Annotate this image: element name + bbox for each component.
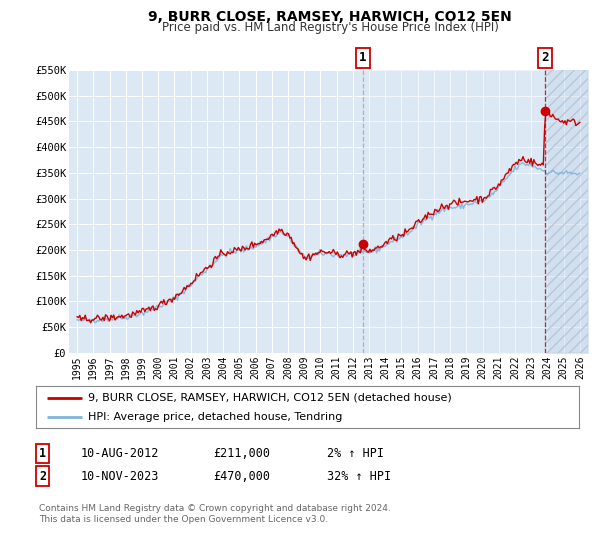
Text: £211,000: £211,000 bbox=[213, 447, 270, 460]
Text: 9, BURR CLOSE, RAMSEY, HARWICH, CO12 5EN (detached house): 9, BURR CLOSE, RAMSEY, HARWICH, CO12 5EN… bbox=[88, 393, 451, 403]
Text: 10-AUG-2012: 10-AUG-2012 bbox=[81, 447, 160, 460]
Text: 32% ↑ HPI: 32% ↑ HPI bbox=[327, 469, 391, 483]
Text: 9, BURR CLOSE, RAMSEY, HARWICH, CO12 5EN: 9, BURR CLOSE, RAMSEY, HARWICH, CO12 5EN bbox=[148, 10, 512, 24]
Text: 2: 2 bbox=[541, 52, 549, 64]
Text: 2% ↑ HPI: 2% ↑ HPI bbox=[327, 447, 384, 460]
Text: £470,000: £470,000 bbox=[213, 469, 270, 483]
Text: Contains HM Land Registry data © Crown copyright and database right 2024.: Contains HM Land Registry data © Crown c… bbox=[39, 504, 391, 513]
Text: 1: 1 bbox=[359, 52, 367, 64]
Text: HPI: Average price, detached house, Tendring: HPI: Average price, detached house, Tend… bbox=[88, 412, 342, 422]
Text: This data is licensed under the Open Government Licence v3.0.: This data is licensed under the Open Gov… bbox=[39, 515, 328, 524]
Text: Price paid vs. HM Land Registry's House Price Index (HPI): Price paid vs. HM Land Registry's House … bbox=[161, 21, 499, 34]
Text: 1: 1 bbox=[39, 447, 46, 460]
Text: 10-NOV-2023: 10-NOV-2023 bbox=[81, 469, 160, 483]
Text: 2: 2 bbox=[39, 469, 46, 483]
